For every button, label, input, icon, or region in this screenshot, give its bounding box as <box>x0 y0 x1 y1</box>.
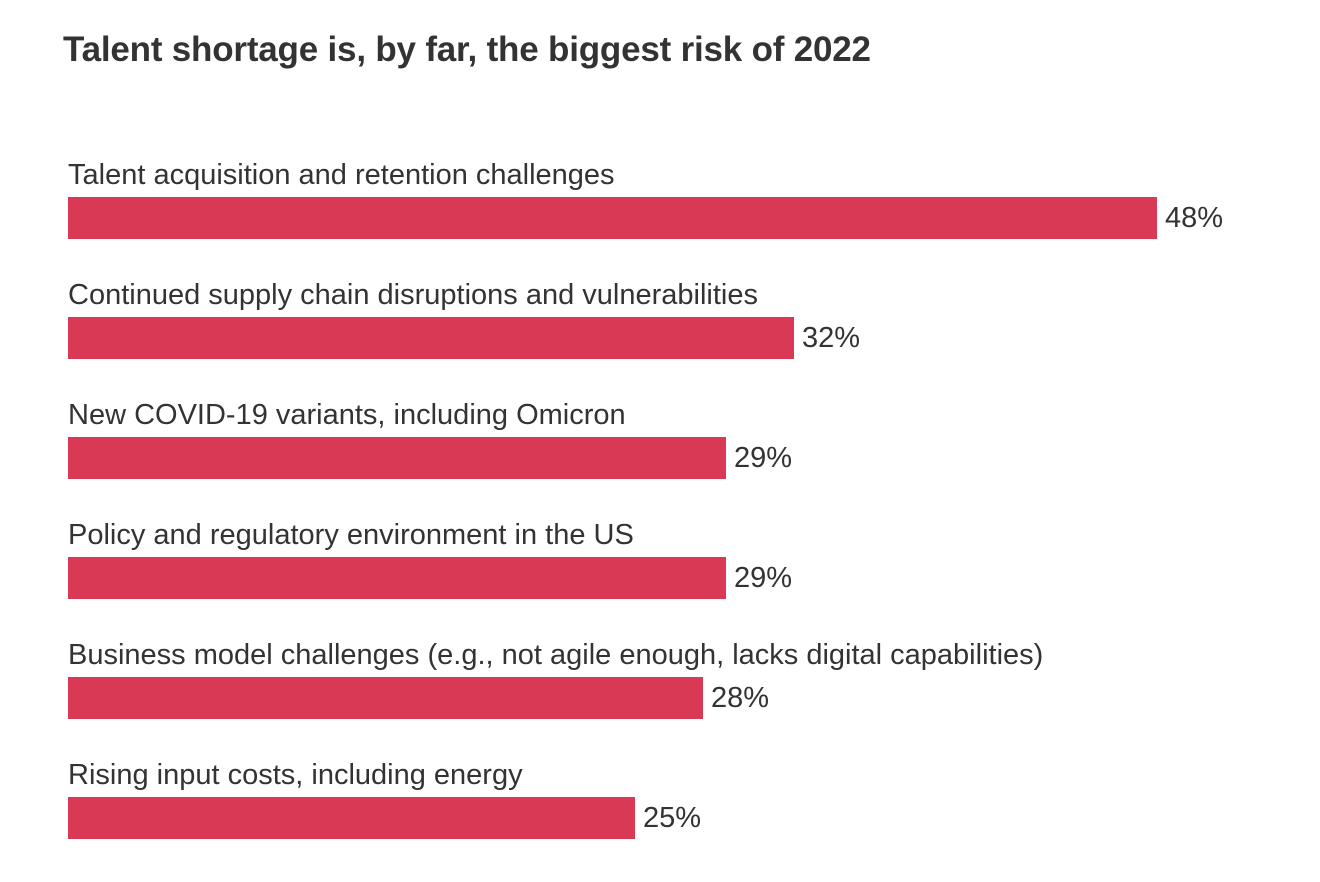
category-label: Continued supply chain disruptions and v… <box>68 279 758 311</box>
value-label: 48% <box>1165 202 1224 234</box>
value-label: 29% <box>734 442 793 474</box>
category-label: Rising input costs, including energy <box>68 759 523 791</box>
value-label: 25% <box>643 802 702 834</box>
bar <box>68 437 726 479</box>
bar <box>68 557 726 599</box>
value-label: 28% <box>711 682 770 714</box>
bar-row: Policy and regulatory environment in the… <box>0 518 1320 618</box>
value-label: 32% <box>802 322 861 354</box>
bar-row: Rising input costs, including energy 25% <box>0 758 1320 858</box>
value-label: 29% <box>734 562 793 594</box>
bar-row: New COVID-19 variants, including Omicron… <box>0 398 1320 498</box>
bar-row: Business model challenges (e.g., not agi… <box>0 638 1320 738</box>
chart-title: Talent shortage is, by far, the biggest … <box>63 30 871 69</box>
bar <box>68 197 1157 239</box>
category-label: Policy and regulatory environment in the… <box>68 519 634 551</box>
bar <box>68 317 794 359</box>
category-label: Talent acquisition and retention challen… <box>68 159 615 191</box>
bar <box>68 677 703 719</box>
category-label: New COVID-19 variants, including Omicron <box>68 399 626 431</box>
bar-row: Talent acquisition and retention challen… <box>0 158 1320 258</box>
category-label: Business model challenges (e.g., not agi… <box>68 639 1044 671</box>
bar-row: Continued supply chain disruptions and v… <box>0 278 1320 378</box>
bar <box>68 797 635 839</box>
